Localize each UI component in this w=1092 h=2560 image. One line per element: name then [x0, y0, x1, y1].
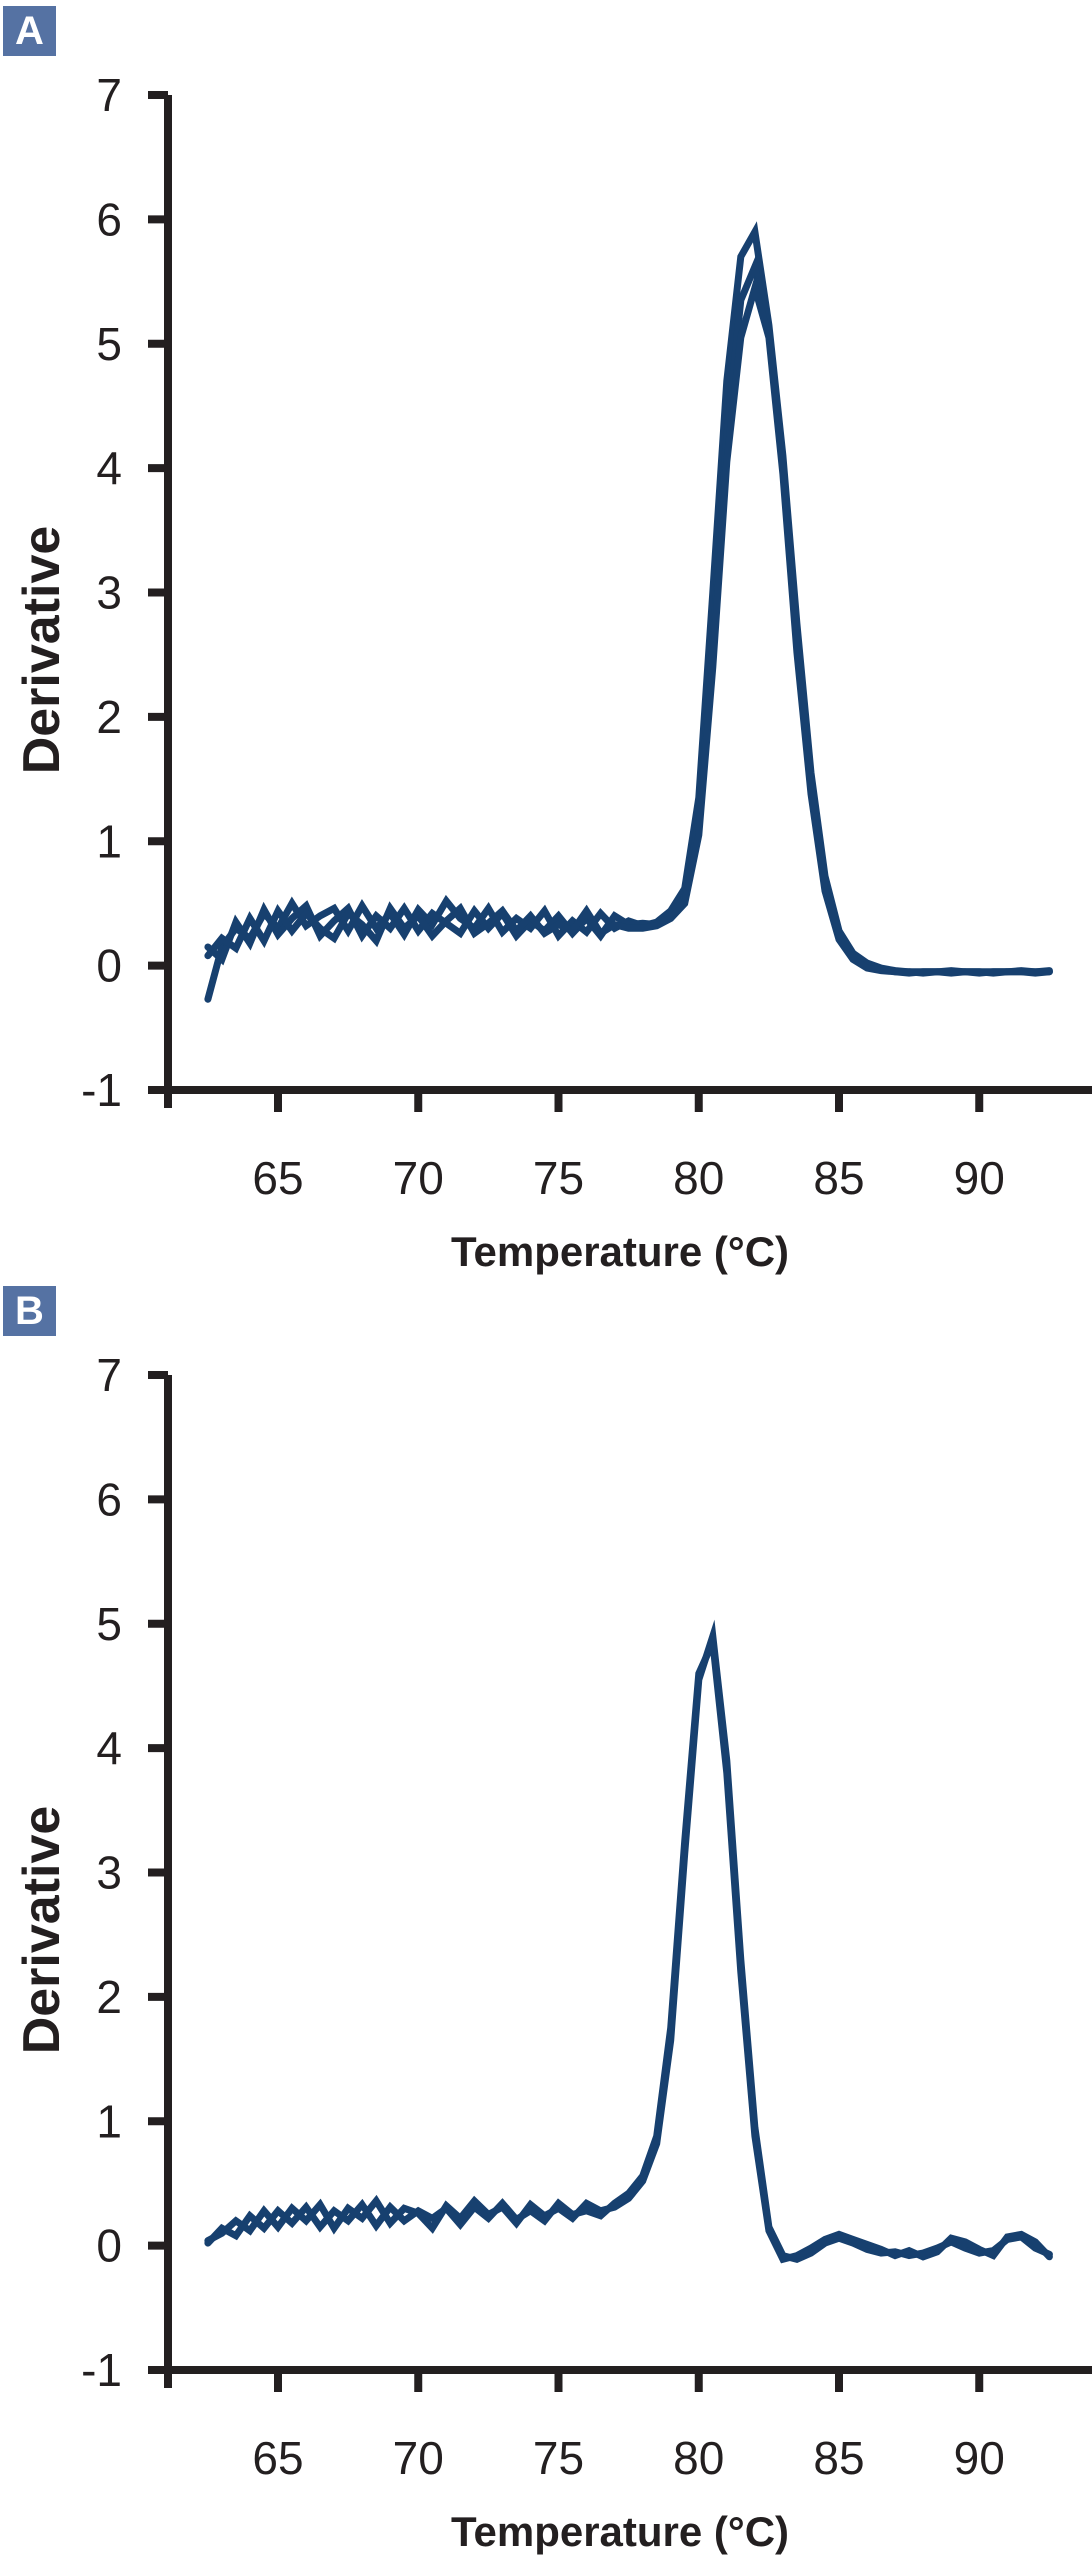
- y-tick-label: -1: [81, 2344, 122, 2396]
- panel-b-x-axis-title: Temperature (°C): [450, 2508, 790, 2555]
- x-tick-label: 90: [954, 2432, 1005, 2484]
- melt-curve-a-replicate-1: [204, 221, 1053, 1003]
- y-tick-label: 7: [96, 1349, 122, 1401]
- panel-a-x-axis-title: Temperature (°C): [450, 1228, 790, 1275]
- panel-b: B Derivative -1 0 1 2 3 4 5 6 7 65 70 75 80 85 90 Temp…: [0, 1280, 1092, 2560]
- y-tick-label: 1: [96, 2095, 122, 2147]
- y-tick-label: 6: [96, 1473, 122, 1525]
- x-tick-label: 70: [393, 2432, 444, 2484]
- y-tick-label: 6: [96, 193, 122, 245]
- y-tick-label: 5: [96, 318, 122, 370]
- x-tick-label: 65: [252, 2432, 303, 2484]
- melt-curve-b-replicate-1: [204, 1619, 1053, 2263]
- y-tick-label: 5: [96, 1598, 122, 1650]
- panel-b-badge: B: [3, 1286, 56, 1336]
- x-tick-label: 70: [393, 1152, 444, 1204]
- x-tick-label: 75: [533, 1152, 584, 1204]
- panel-b-plot: -1 0 1 2 3 4 5 6 7 65 70 75 80 85 90: [81, 1349, 1092, 2484]
- y-tick-label: 3: [96, 1847, 122, 1899]
- y-tick-label: 3: [96, 567, 122, 619]
- y-tick-label: 0: [96, 2220, 122, 2272]
- melt-curve-a-replicate-2: [204, 255, 1053, 977]
- x-tick-label: 75: [533, 2432, 584, 2484]
- y-tick-label: 2: [96, 1971, 122, 2023]
- x-tick-label: 65: [252, 1152, 303, 1204]
- panel-a: A Derivative -1 0 1 2 3 4 5 6 7 65 70 75 80 85 90 Temp…: [3, 6, 1092, 1275]
- panel-a-plot: -1 0 1 2 3 4 5 6 7 65 70 75 80 85 90: [81, 69, 1092, 1204]
- y-tick-label: 2: [96, 691, 122, 743]
- panel-a-badge: A: [3, 6, 56, 56]
- melt-curve-a-replicate-3: [204, 274, 1053, 977]
- y-tick-label: -1: [81, 1064, 122, 1116]
- x-tick-label: 85: [813, 2432, 864, 2484]
- y-tick-label: 7: [96, 69, 122, 121]
- x-tick-label: 80: [673, 1152, 724, 1204]
- y-tick-label: 1: [96, 815, 122, 867]
- melt-curve-b-replicate-2: [204, 1629, 1053, 2264]
- x-tick-label: 85: [813, 1152, 864, 1204]
- y-tick-label: 0: [96, 940, 122, 992]
- x-tick-label: 90: [954, 1152, 1005, 1204]
- x-tick-label: 80: [673, 2432, 724, 2484]
- y-tick-label: 4: [96, 442, 122, 494]
- y-tick-label: 4: [96, 1722, 122, 1774]
